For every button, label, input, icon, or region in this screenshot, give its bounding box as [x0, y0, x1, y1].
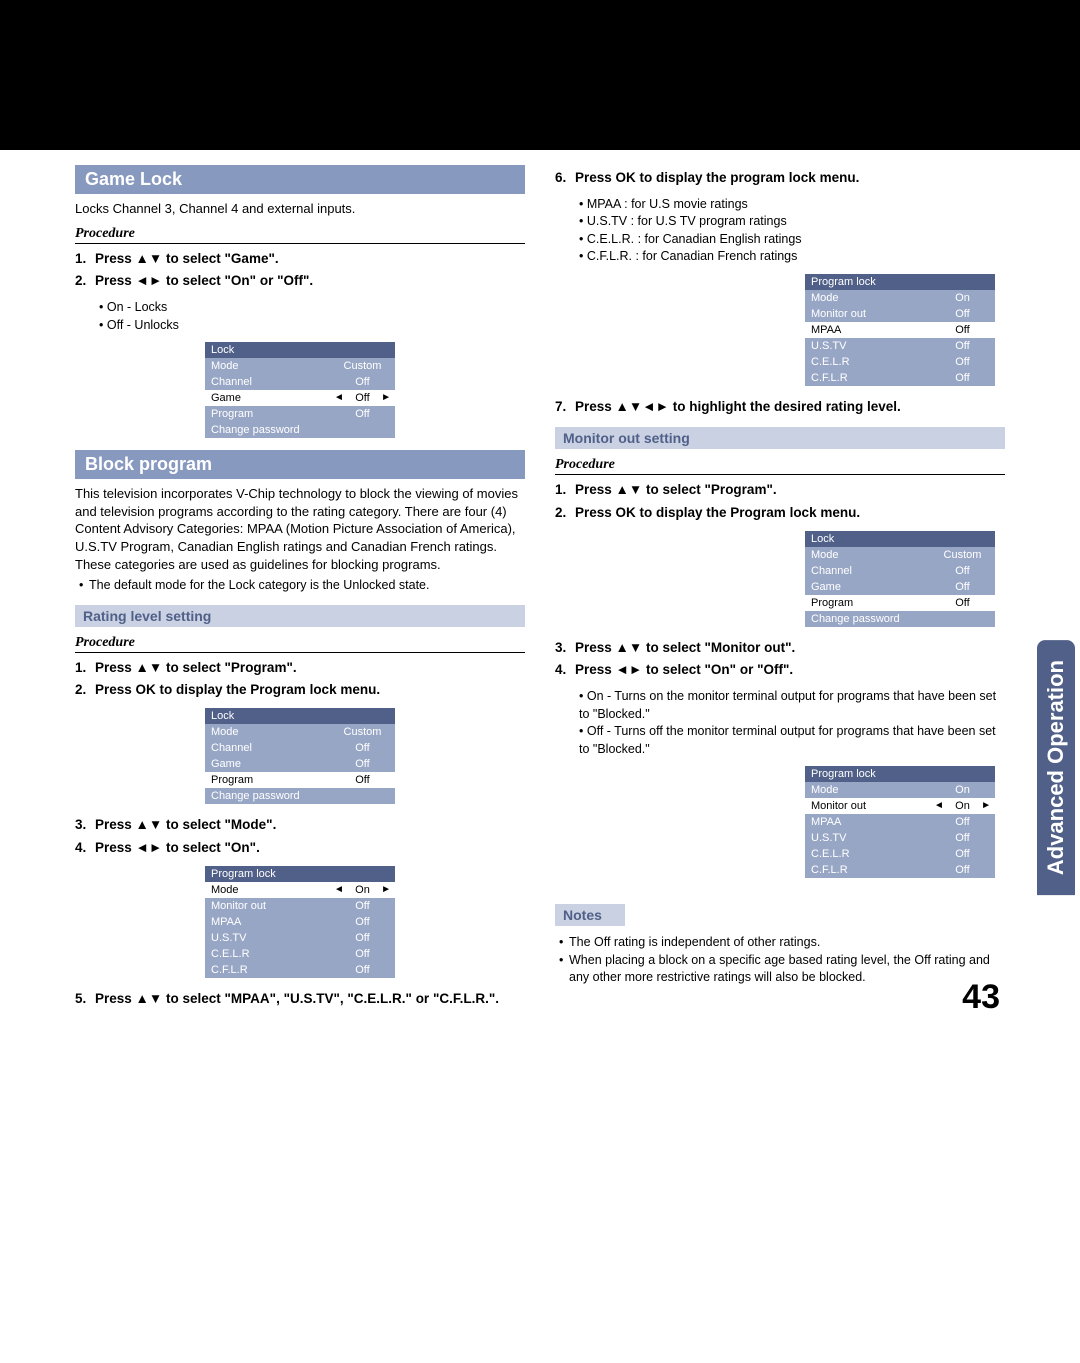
procedure-label: Procedure	[555, 457, 615, 474]
notes-list: The Off rating is independent of other r…	[559, 934, 1005, 987]
block-program-desc: This television incorporates V-Chip tech…	[75, 485, 525, 573]
program-lock-menu: Program lockModeOnMonitor out◄►OnMPAAOff…	[805, 766, 995, 878]
monitor-heading: Monitor out setting	[555, 427, 1005, 449]
rating-steps-b: Press ▲▼ to select "Mode". Press ◄► to s…	[75, 816, 525, 858]
step: Press OK to display the Program lock men…	[75, 681, 525, 700]
step: Press OK to display the Program lock men…	[555, 504, 1005, 523]
monitor-steps-a: Press ▲▼ to select "Program". Press OK t…	[555, 481, 1005, 523]
sub-item: C.E.L.R. : for Canadian English ratings	[579, 231, 1005, 249]
block-program-note: The default mode for the Lock category i…	[79, 577, 525, 595]
right-steps-a: Press OK to display the program lock men…	[555, 169, 1005, 188]
sub-item: U.S.TV : for U.S TV program ratings	[579, 213, 1005, 231]
step: Press ◄► to select "On" or "Off".	[75, 272, 525, 291]
procedure-divider: Procedure	[555, 457, 1005, 475]
notes-heading: Notes	[555, 904, 625, 926]
lock-menu: LockModeCustomChannelOffGame◄►OffProgram…	[205, 342, 395, 438]
step: Press ▲▼ to select "Program".	[75, 659, 525, 678]
rating-steps-a: Press ▲▼ to select "Program". Press OK t…	[75, 659, 525, 701]
sub-item: Off - Unlocks	[99, 317, 525, 335]
game-lock-heading: Game Lock	[75, 165, 525, 194]
header-black-bar	[0, 0, 1080, 150]
note-item: The Off rating is independent of other r…	[559, 934, 1005, 952]
program-lock-menu: Program lockMode◄►OnMonitor outOffMPAAOf…	[205, 866, 395, 978]
sub-item: On - Turns on the monitor terminal outpu…	[579, 688, 1005, 723]
right-column: Press OK to display the program lock men…	[555, 165, 1005, 1017]
lock-menu: LockModeCustomChannelOffGameOffProgramOf…	[805, 531, 995, 627]
block-program-heading: Block program	[75, 450, 525, 479]
game-lock-steps: Press ▲▼ to select "Game". Press ◄► to s…	[75, 250, 525, 292]
sub-item: C.F.L.R. : for Canadian French ratings	[579, 248, 1005, 266]
right-steps-b: Press ▲▼◄► to highlight the desired rati…	[555, 398, 1005, 417]
left-column: Game Lock Locks Channel 3, Channel 4 and…	[75, 165, 525, 1017]
step: Press ▲▼ to select "Program".	[555, 481, 1005, 500]
monitor-sub: On - Turns on the monitor terminal outpu…	[579, 688, 1005, 758]
step: Press OK to display the program lock men…	[555, 169, 1005, 188]
side-tab: Advanced Operation	[1037, 640, 1075, 895]
step: Press ▲▼ to select "MPAA", "U.S.TV", "C.…	[75, 990, 525, 1009]
step: Press ▲▼ to select "Game".	[75, 250, 525, 269]
game-lock-sub: On - Locks Off - Unlocks	[99, 299, 525, 334]
sub-item: On - Locks	[99, 299, 525, 317]
note-item: When placing a block on a specific age b…	[559, 952, 1005, 987]
step: Press ▲▼ to select "Monitor out".	[555, 639, 1005, 658]
step: Press ◄► to select "On" or "Off".	[555, 661, 1005, 680]
step: Press ◄► to select "On".	[75, 839, 525, 858]
step: Press ▲▼ to select "Mode".	[75, 816, 525, 835]
game-lock-desc: Locks Channel 3, Channel 4 and external …	[75, 200, 525, 218]
rating-steps-c: Press ▲▼ to select "MPAA", "U.S.TV", "C.…	[75, 990, 525, 1009]
lock-menu: LockModeCustomChannelOffGameOffProgramOf…	[205, 708, 395, 804]
step: Press ▲▼◄► to highlight the desired rati…	[555, 398, 1005, 417]
manual-page: Game Lock Locks Channel 3, Channel 4 and…	[0, 0, 1080, 1057]
program-lock-menu: Program lockModeOnMonitor outOffMPAAOffU…	[805, 274, 995, 386]
sub-item: MPAA : for U.S movie ratings	[579, 196, 1005, 214]
rating-heading: Rating level setting	[75, 605, 525, 627]
procedure-divider: Procedure	[75, 635, 525, 653]
page-number: 43	[962, 978, 1000, 1017]
note-item: The default mode for the Lock category i…	[79, 577, 525, 595]
monitor-steps-b: Press ▲▼ to select "Monitor out". Press …	[555, 639, 1005, 681]
rating-categories: MPAA : for U.S movie ratings U.S.TV : fo…	[579, 196, 1005, 266]
content-columns: Game Lock Locks Channel 3, Channel 4 and…	[0, 150, 1080, 1057]
procedure-label: Procedure	[75, 226, 135, 243]
procedure-label: Procedure	[75, 635, 135, 652]
procedure-divider: Procedure	[75, 226, 525, 244]
sub-item: Off - Turns off the monitor terminal out…	[579, 723, 1005, 758]
